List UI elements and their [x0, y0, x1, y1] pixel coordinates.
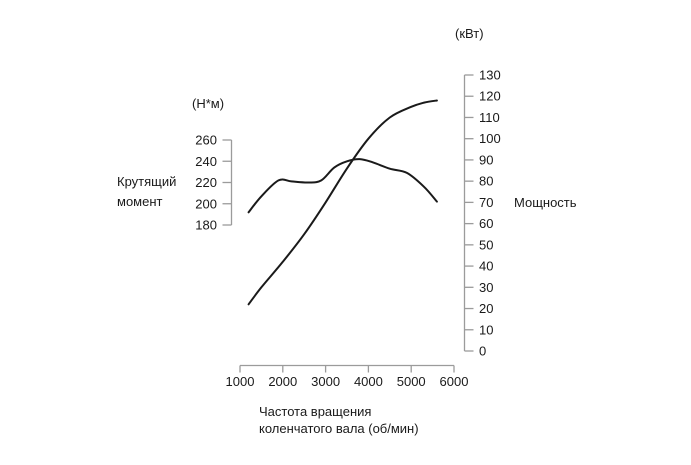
torque-curve	[247, 158, 438, 214]
power-curve	[247, 99, 438, 306]
torque-axis-title: Крутящий момент	[117, 172, 176, 212]
torque-tick-label: 240	[195, 154, 217, 169]
rpm-axis-title-line2: коленчатого вала (об/мин)	[259, 421, 419, 436]
torque-tick-label: 220	[195, 175, 217, 190]
rpm-axis-title: Частота вращения коленчатого вала (об/ми…	[259, 403, 419, 437]
power-tick-label: 0	[479, 344, 486, 359]
torque-axis-title-line1: Крутящий	[117, 174, 177, 189]
rpm-tick-label: 1000	[226, 374, 255, 389]
torque-axis-title-line2: момент	[117, 194, 163, 209]
rpm-tick-label: 6000	[440, 374, 469, 389]
power-tick-label: 30	[479, 280, 493, 295]
power-tick-label: 60	[479, 216, 493, 231]
power-tick-label: 10	[479, 322, 493, 337]
power-tick-label: 20	[479, 301, 493, 316]
power-tick-label: 40	[479, 259, 493, 274]
rpm-tick-label: 2000	[268, 374, 297, 389]
power-tick-label: 130	[479, 68, 501, 83]
power-axis-title: Мощность	[514, 195, 577, 210]
power-unit-label: (кВт)	[455, 26, 484, 41]
torque-tick-label: 260	[195, 133, 217, 148]
power-tick-label: 70	[479, 195, 493, 210]
power-tick-label: 110	[479, 110, 500, 125]
rpm-axis-title-line1: Частота вращения	[259, 404, 372, 419]
rpm-tick-label: 4000	[354, 374, 383, 389]
torque-unit-label: (Н*м)	[192, 96, 225, 111]
rpm-tick-label: 5000	[397, 374, 426, 389]
power-tick-label: 50	[479, 237, 493, 252]
rpm-tick-label: 3000	[311, 374, 340, 389]
torque-tick-label: 200	[195, 196, 217, 211]
power-tick-label: 100	[479, 131, 501, 146]
power-tick-label: 120	[479, 89, 501, 104]
torque-tick-label: 180	[195, 218, 217, 233]
power-tick-label: 80	[479, 174, 493, 189]
power-tick-label: 90	[479, 152, 493, 167]
